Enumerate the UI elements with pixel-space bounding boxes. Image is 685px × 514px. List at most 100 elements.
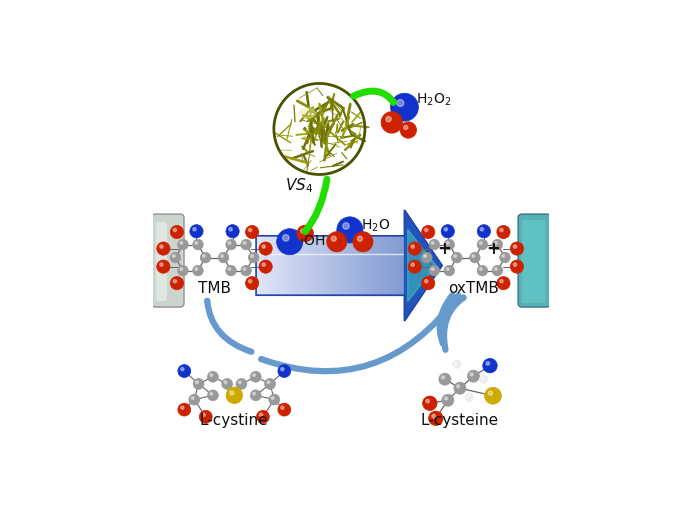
Circle shape — [441, 225, 454, 238]
Circle shape — [400, 122, 416, 138]
Circle shape — [497, 277, 510, 290]
Circle shape — [470, 373, 473, 376]
Circle shape — [192, 240, 203, 250]
Text: +: + — [486, 240, 499, 258]
Polygon shape — [315, 236, 319, 295]
Polygon shape — [319, 236, 323, 295]
Circle shape — [445, 397, 447, 400]
Polygon shape — [379, 236, 382, 295]
Circle shape — [195, 268, 198, 270]
FancyArrowPatch shape — [440, 296, 452, 343]
Circle shape — [454, 255, 456, 258]
Polygon shape — [267, 236, 271, 295]
Circle shape — [173, 228, 177, 232]
Circle shape — [253, 392, 256, 395]
Circle shape — [251, 255, 253, 258]
Circle shape — [492, 265, 503, 276]
Circle shape — [278, 403, 290, 416]
Circle shape — [238, 381, 241, 383]
Circle shape — [337, 217, 363, 243]
Polygon shape — [304, 236, 308, 295]
Circle shape — [386, 117, 391, 122]
Polygon shape — [401, 236, 405, 295]
Circle shape — [429, 240, 440, 250]
Polygon shape — [341, 236, 345, 295]
Circle shape — [228, 242, 231, 244]
Circle shape — [327, 232, 347, 252]
Circle shape — [171, 277, 184, 290]
Circle shape — [250, 390, 261, 401]
Circle shape — [425, 280, 428, 283]
Polygon shape — [353, 236, 356, 295]
Circle shape — [173, 280, 177, 283]
Circle shape — [256, 410, 269, 423]
Text: L-cysteine: L-cysteine — [421, 413, 499, 428]
Circle shape — [208, 390, 219, 401]
Text: TMB: TMB — [198, 281, 231, 296]
Circle shape — [353, 232, 373, 252]
Polygon shape — [323, 236, 327, 295]
Polygon shape — [386, 236, 390, 295]
Circle shape — [479, 268, 482, 270]
Circle shape — [429, 265, 440, 276]
Circle shape — [495, 268, 497, 270]
Circle shape — [342, 223, 349, 229]
Circle shape — [457, 385, 460, 388]
Circle shape — [277, 229, 303, 255]
Circle shape — [249, 252, 259, 263]
FancyBboxPatch shape — [518, 214, 551, 307]
Circle shape — [513, 263, 516, 266]
Circle shape — [226, 225, 239, 238]
FancyBboxPatch shape — [156, 222, 167, 301]
Circle shape — [477, 225, 490, 238]
Circle shape — [262, 245, 265, 248]
Circle shape — [422, 226, 435, 238]
Polygon shape — [405, 210, 442, 321]
Circle shape — [332, 236, 336, 241]
Polygon shape — [360, 236, 364, 295]
Polygon shape — [327, 236, 330, 295]
Circle shape — [281, 368, 284, 371]
Circle shape — [193, 378, 204, 389]
Circle shape — [222, 378, 233, 389]
Circle shape — [249, 280, 252, 283]
Polygon shape — [397, 236, 401, 295]
Circle shape — [190, 225, 203, 238]
Circle shape — [260, 413, 262, 416]
Circle shape — [160, 263, 163, 266]
Text: $\cdot$OH: $\cdot$OH — [299, 233, 325, 248]
Circle shape — [264, 378, 275, 389]
Circle shape — [245, 226, 259, 238]
Circle shape — [483, 358, 497, 373]
Text: oxTMB: oxTMB — [448, 281, 499, 296]
Circle shape — [180, 268, 183, 270]
Circle shape — [160, 245, 163, 248]
Circle shape — [192, 265, 203, 276]
Circle shape — [229, 391, 234, 395]
Circle shape — [444, 228, 447, 231]
Circle shape — [259, 242, 272, 255]
FancyArrowPatch shape — [444, 298, 464, 350]
Circle shape — [442, 394, 454, 406]
Polygon shape — [290, 236, 293, 295]
Circle shape — [210, 374, 212, 376]
Polygon shape — [271, 236, 275, 295]
Circle shape — [226, 265, 236, 276]
Circle shape — [224, 381, 227, 383]
Polygon shape — [345, 236, 349, 295]
Polygon shape — [382, 236, 386, 295]
Circle shape — [170, 252, 181, 263]
Text: H$_2$O: H$_2$O — [361, 218, 390, 234]
Circle shape — [453, 360, 461, 369]
Polygon shape — [375, 236, 379, 295]
Circle shape — [193, 228, 196, 231]
Circle shape — [432, 414, 436, 418]
Circle shape — [444, 265, 455, 276]
Circle shape — [267, 381, 270, 383]
Ellipse shape — [299, 108, 315, 118]
Circle shape — [479, 242, 482, 244]
Circle shape — [200, 252, 211, 263]
Circle shape — [432, 268, 434, 270]
Circle shape — [479, 375, 488, 383]
Circle shape — [181, 406, 184, 409]
